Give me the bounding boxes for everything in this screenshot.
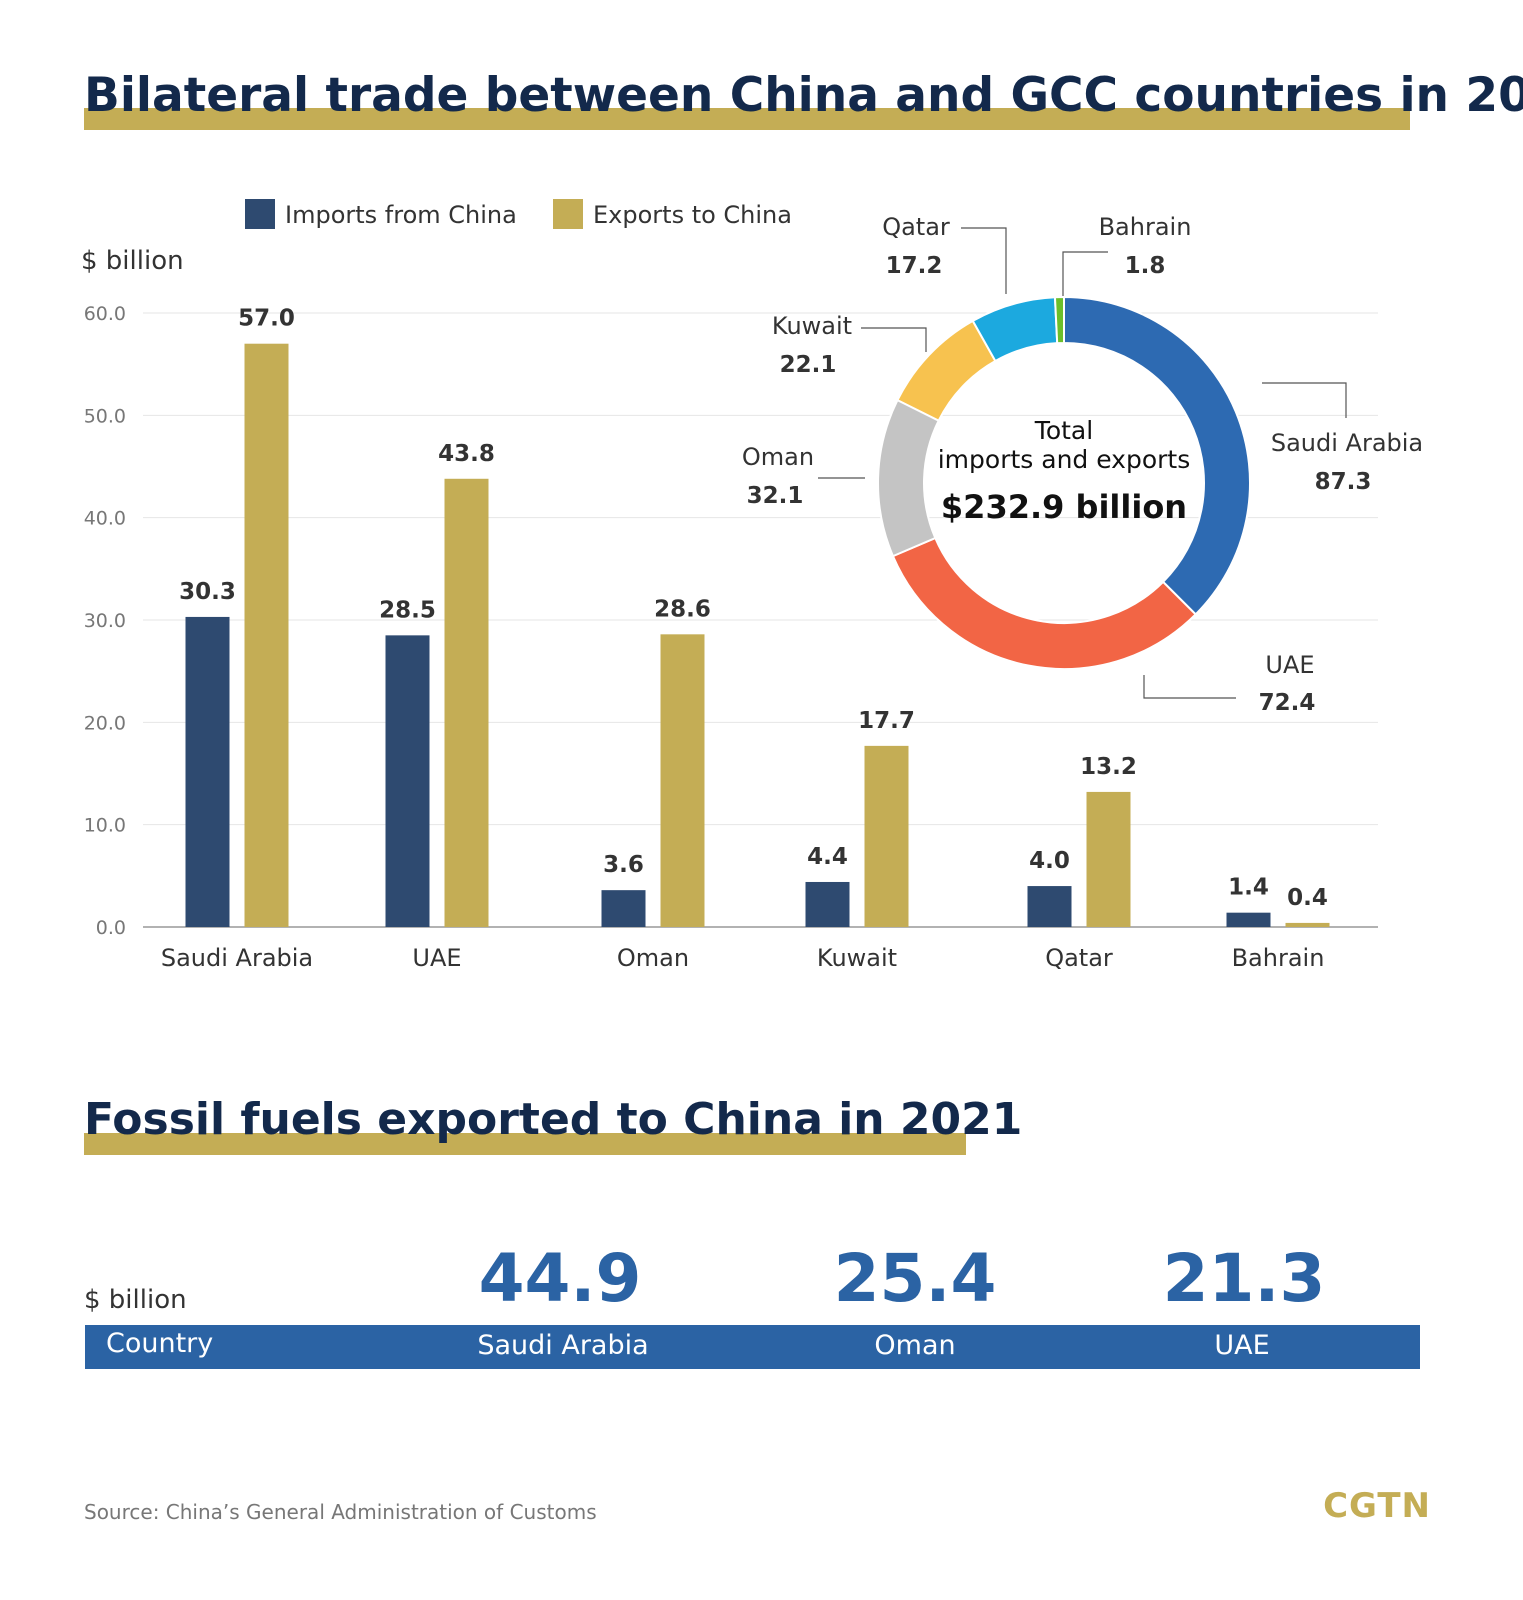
bar-exports-bahrain [1285,922,1330,927]
bar-value-label: 30.3 [179,579,236,605]
callout-label-bahrain: Bahrain [1099,213,1192,241]
x-category-label: UAE [412,944,461,972]
cgtn-logo: CGTN [1323,1486,1431,1526]
x-category-label: Kuwait [817,944,897,972]
bar-value-label: 1.4 [1228,875,1269,901]
bar-exports-qatar [1086,791,1131,927]
donut-center-label-line1: Total [1034,416,1093,445]
x-category-label: Saudi Arabia [161,944,313,972]
source-note: Source: China’s General Administration o… [84,1500,597,1524]
slice-bahrain [1053,295,1065,345]
y-tick-label: 20.0 [84,712,126,734]
callout-value-oman: 32.1 [747,483,804,509]
callout-label-qatar: Qatar [882,213,950,241]
bar-imports-saudi-arabia [185,616,230,927]
bar-value-label: 17.7 [858,708,915,734]
bar-imports-bahrain [1226,912,1271,927]
callout-label-kuwait: Kuwait [772,312,852,340]
y-tick-label: 60.0 [84,303,126,325]
callout-line-uae [1143,675,1236,699]
donut-center-label-line2: imports and exports [938,445,1191,474]
main-title-text: Bilateral trade between China and GCC co… [84,68,1523,123]
main-title: Bilateral trade between China and GCC co… [84,66,1523,136]
fossil-unit-label: $ billion [84,1285,187,1315]
callout-value-uae: 72.4 [1259,690,1316,716]
bar-exports-uae [444,478,489,927]
donut-center-value: $232.9 billion [941,488,1187,526]
bar-value-label: 3.6 [603,852,644,878]
country-header: Country [106,1328,214,1359]
fossil-country-uae: UAE [1214,1330,1270,1361]
slice-oman [877,398,941,558]
y-tick-label: 40.0 [84,508,126,530]
x-category-label: Qatar [1045,944,1113,972]
callout-line-kuwait [861,327,927,352]
fossil-country-saudi-arabia: Saudi Arabia [477,1330,649,1361]
slice-saudi-arabia [1063,295,1251,616]
callout-line-saudi-arabia [1262,382,1347,418]
bar-exports-saudi-arabia [244,343,289,927]
bar-value-label: 43.8 [438,441,495,467]
bar-value-label: 4.0 [1029,848,1070,874]
fossil-value-saudi-arabia: 44.9 [478,1240,642,1317]
legend-label-exports: Exports to China [593,201,792,229]
callout-value-qatar: 17.2 [886,253,943,279]
y-tick-label: 50.0 [84,405,126,427]
slice-uae [891,536,1198,670]
bar-imports-qatar [1027,886,1072,927]
fossil-title: Fossil fuels exported to China in 2021 [84,1090,1023,1160]
fossil-country-bar [85,1325,1420,1369]
y-axis-unit: $ billion [81,246,184,276]
bar-value-label: 28.5 [379,597,436,623]
title-underline [84,108,1410,130]
legend-swatch-exports [553,199,583,229]
callout-value-bahrain: 1.8 [1125,253,1166,279]
callout-label-uae: UAE [1265,651,1314,679]
bar-value-label: 0.4 [1287,885,1328,911]
fossil-country-oman: Oman [874,1330,956,1361]
callout-label-saudi-arabia: Saudi Arabia [1271,429,1423,457]
y-tick-label: 30.0 [84,610,126,632]
y-tick-label: 0.0 [96,917,126,939]
fossil-value-uae: 21.3 [1162,1240,1326,1317]
bar-value-label: 28.6 [654,596,711,622]
bar-imports-kuwait [805,881,850,927]
x-category-label: Bahrain [1232,944,1325,972]
callout-value-saudi-arabia: 87.3 [1315,469,1372,495]
bar-imports-uae [385,635,430,927]
callout-line-bahrain [1062,251,1108,296]
callout-line-qatar [961,227,1007,294]
bar-value-label: 57.0 [238,306,295,332]
fossil-title-text: Fossil fuels exported to China in 2021 [84,1094,1023,1145]
bar-exports-oman [660,634,705,927]
trade-chart: 0.0 10.0 20.0 30.0 40.0 50.0 60.0 $ billion Saud… [81,199,1423,972]
bar-value-label: 4.4 [807,844,848,870]
legend-label-imports: Imports from China [285,201,517,229]
legend-swatch-imports [245,199,275,229]
fossil-title-underline [84,1133,966,1155]
bar-imports-oman [601,890,646,927]
bar-exports-kuwait [864,745,909,927]
y-tick-label: 10.0 [84,815,126,837]
fossil-value-oman: 25.4 [833,1240,997,1317]
callout-value-kuwait: 22.1 [780,352,837,378]
bar-value-label: 13.2 [1080,754,1137,780]
x-category-label: Oman [617,944,689,972]
callout-label-oman: Oman [742,443,814,471]
